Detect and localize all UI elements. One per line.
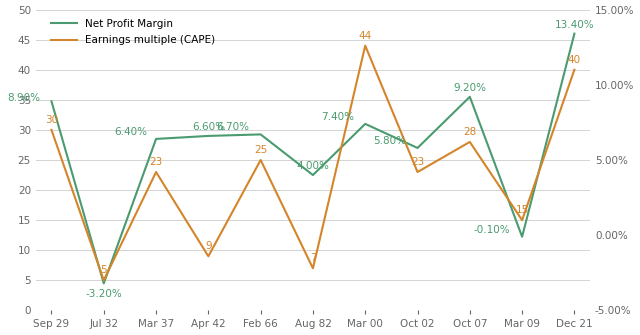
Net Profit Margin <box>309 173 317 177</box>
Text: 5.80%: 5.80% <box>373 136 406 146</box>
Text: 30: 30 <box>45 115 58 125</box>
Text: 40: 40 <box>568 55 581 65</box>
Earnings multiple (CAPE) <box>466 140 474 144</box>
Text: 23: 23 <box>150 157 163 167</box>
Text: -0.10%: -0.10% <box>473 224 510 234</box>
Text: 25: 25 <box>254 145 268 155</box>
Net Profit Margin <box>570 31 578 36</box>
Text: 7: 7 <box>310 253 316 263</box>
Net Profit Margin <box>518 235 526 239</box>
Earnings multiple (CAPE) <box>413 170 421 174</box>
Text: 7.40%: 7.40% <box>321 112 354 122</box>
Line: Earnings multiple (CAPE): Earnings multiple (CAPE) <box>51 46 574 280</box>
Text: 8.90%: 8.90% <box>7 93 40 103</box>
Net Profit Margin <box>100 281 108 285</box>
Text: 28: 28 <box>463 127 476 137</box>
Earnings multiple (CAPE) <box>518 218 526 222</box>
Text: -3.20%: -3.20% <box>85 289 122 299</box>
Line: Net Profit Margin: Net Profit Margin <box>51 34 574 283</box>
Text: 44: 44 <box>358 31 372 41</box>
Earnings multiple (CAPE) <box>47 128 55 132</box>
Text: 6.40%: 6.40% <box>115 127 148 137</box>
Text: 4.00%: 4.00% <box>296 161 330 172</box>
Earnings multiple (CAPE) <box>100 278 108 282</box>
Text: 9: 9 <box>205 241 212 251</box>
Earnings multiple (CAPE) <box>152 170 160 174</box>
Earnings multiple (CAPE) <box>362 44 369 48</box>
Earnings multiple (CAPE) <box>570 68 578 72</box>
Net Profit Margin <box>152 137 160 141</box>
Net Profit Margin <box>205 134 212 138</box>
Earnings multiple (CAPE) <box>257 158 264 162</box>
Net Profit Margin <box>257 132 264 136</box>
Net Profit Margin <box>466 95 474 99</box>
Earnings multiple (CAPE) <box>205 254 212 258</box>
Text: 13.40%: 13.40% <box>555 20 594 30</box>
Legend: Net Profit Margin, Earnings multiple (CAPE): Net Profit Margin, Earnings multiple (CA… <box>47 15 220 49</box>
Text: 6.60%: 6.60% <box>192 122 225 132</box>
Text: 15: 15 <box>515 205 529 215</box>
Text: 5: 5 <box>100 265 107 275</box>
Net Profit Margin <box>47 99 55 103</box>
Net Profit Margin <box>413 146 421 150</box>
Text: 9.20%: 9.20% <box>453 83 486 93</box>
Text: 6.70%: 6.70% <box>216 122 250 132</box>
Text: 23: 23 <box>411 157 424 167</box>
Net Profit Margin <box>362 122 369 126</box>
Earnings multiple (CAPE) <box>309 266 317 270</box>
